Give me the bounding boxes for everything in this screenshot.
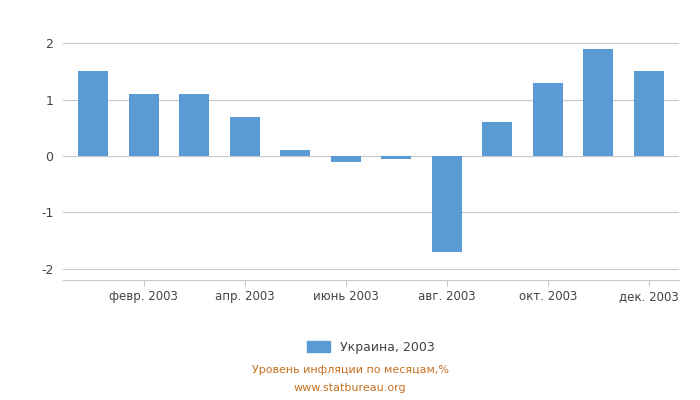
Text: Уровень инфляции по месяцам,%: Уровень инфляции по месяцам,% [251,365,449,375]
Bar [634,72,664,156]
Bar [432,156,462,252]
Bar [583,49,613,156]
Bar [230,116,260,156]
Text: www.statbureau.org: www.statbureau.org [294,383,406,393]
Bar [179,94,209,156]
Bar [280,150,310,156]
Bar [129,94,159,156]
Bar [482,122,512,156]
Legend: Украина, 2003: Украина, 2003 [307,341,435,354]
Bar [330,156,361,162]
Bar [381,156,412,159]
Bar [78,72,108,156]
Bar [533,83,563,156]
